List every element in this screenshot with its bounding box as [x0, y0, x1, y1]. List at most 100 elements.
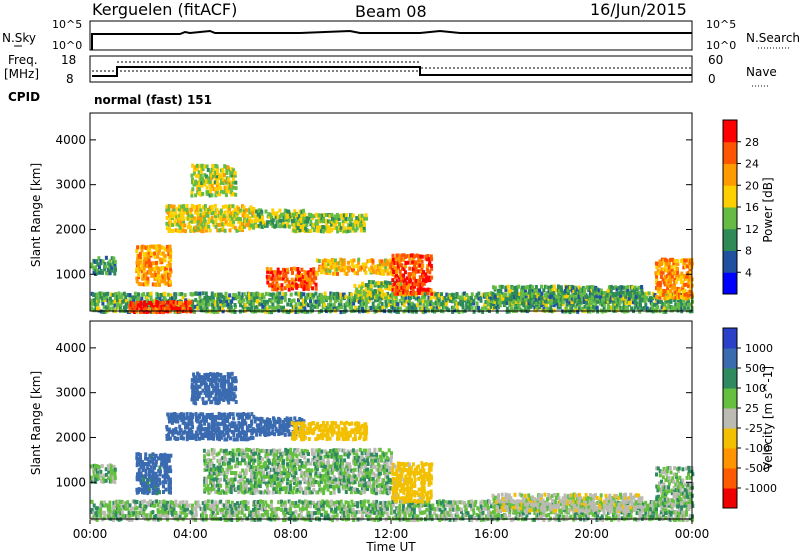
heatmap-cell — [656, 514, 660, 519]
heatmap-cell — [149, 295, 153, 300]
heatmap-cell — [162, 310, 165, 315]
heatmap-cell — [299, 295, 303, 300]
nsky-tick-high: 10^5 — [52, 18, 82, 31]
heatmap-cell — [110, 479, 113, 484]
heatmap-cell — [283, 518, 287, 522]
heatmap-cell — [276, 302, 280, 307]
heatmap-cell — [321, 225, 325, 230]
heatmap-cell — [653, 507, 657, 512]
heatmap-cell — [387, 260, 391, 265]
heatmap-cell — [581, 288, 585, 293]
heatmap-cell — [272, 507, 276, 512]
heatmap-cell — [136, 256, 140, 261]
heatmap-cell — [429, 288, 433, 293]
heatmap-cell — [343, 271, 347, 276]
heatmap-cell — [683, 261, 687, 266]
heatmap-cell — [319, 296, 323, 301]
heatmap-cell — [391, 253, 395, 258]
heatmap-cell — [275, 211, 279, 216]
heatmap-cell — [498, 296, 502, 301]
heatmap-cell — [196, 291, 200, 296]
heatmap-cell — [323, 516, 327, 521]
heatmap-cell — [437, 514, 441, 519]
heatmap-cell — [357, 267, 361, 272]
heatmap-cell — [306, 309, 310, 314]
heatmap-cell — [160, 303, 164, 308]
heatmap-cell — [670, 267, 674, 272]
heatmap-cell — [275, 306, 279, 311]
heatmap-cell — [104, 467, 108, 472]
heatmap-cell — [151, 299, 154, 304]
heatmap-cell — [256, 500, 260, 504]
heatmap-cell — [185, 513, 189, 518]
heatmap-cell — [649, 507, 653, 512]
heatmap-cell — [110, 464, 113, 469]
heatmap-cell — [166, 506, 170, 510]
heatmap-cell — [305, 216, 309, 221]
heatmap-cell — [120, 504, 124, 509]
heatmap-cell — [107, 470, 111, 475]
heatmap-cell — [439, 500, 443, 505]
heatmap-cell — [685, 296, 689, 301]
heatmap-cell — [452, 499, 456, 504]
heatmap-cell — [103, 513, 107, 518]
heatmap-cell — [378, 299, 382, 304]
heatmap-cell — [212, 174, 215, 179]
heatmap-cell — [334, 299, 337, 304]
heatmap-cell — [630, 306, 634, 311]
heatmap-cell — [350, 292, 354, 297]
heatmap-cell — [201, 219, 205, 224]
heatmap-cell — [490, 504, 493, 509]
heatmap-cell — [231, 177, 235, 182]
heatmap-cell — [656, 261, 660, 266]
heatmap-cell — [670, 286, 674, 291]
heatmap-cell — [414, 282, 418, 287]
heatmap-cell — [299, 305, 303, 310]
power-colorbar-label: Power [dB] — [761, 177, 775, 242]
heatmap-cell — [360, 303, 364, 307]
heatmap-cell — [558, 514, 562, 519]
heatmap-cell — [665, 279, 669, 284]
heatmap-cell — [342, 213, 346, 218]
heatmap-cell — [681, 513, 685, 518]
heatmap-cell — [271, 509, 274, 514]
heatmap-cell — [405, 306, 409, 311]
heatmap-cell — [440, 292, 443, 297]
heatmap-cell — [624, 502, 628, 507]
heatmap-cell — [525, 510, 529, 515]
heatmap-cell — [624, 285, 628, 290]
heatmap-cell — [470, 298, 474, 303]
heatmap-cell — [468, 306, 472, 311]
heatmap-cell — [108, 296, 112, 301]
heatmap-cell — [138, 453, 142, 457]
heatmap-cell — [398, 257, 402, 262]
heatmap-cell — [669, 293, 672, 298]
heatmap-cell — [393, 291, 397, 296]
heatmap-cell — [350, 226, 354, 231]
heatmap-cell — [658, 259, 662, 264]
heatmap-cell — [307, 292, 311, 297]
heatmap-cell — [597, 510, 601, 515]
heatmap-cell — [559, 291, 563, 295]
heatmap-cell — [373, 506, 377, 511]
heatmap-cell — [253, 221, 257, 226]
heatmap-cell — [609, 289, 613, 294]
heatmap-cell — [252, 207, 256, 211]
heatmap-cell — [500, 284, 504, 289]
heatmap-cell — [326, 258, 330, 263]
heatmap-cell — [341, 296, 345, 301]
heatmap-cell — [380, 308, 384, 313]
heatmap-cell — [371, 267, 375, 272]
heatmap-cell — [290, 283, 294, 288]
heatmap-cell — [592, 287, 596, 292]
heatmap-cell — [243, 513, 247, 518]
heatmap-cell — [203, 296, 207, 300]
heatmap-cell — [674, 286, 678, 291]
heatmap-cell — [384, 292, 388, 297]
heatmap-cell — [676, 270, 680, 275]
heatmap-cell — [428, 510, 432, 515]
heatmap-cell — [179, 219, 183, 224]
heatmap-cell — [461, 303, 465, 308]
heatmap-cell — [361, 299, 365, 303]
heatmap-cell — [525, 297, 529, 302]
